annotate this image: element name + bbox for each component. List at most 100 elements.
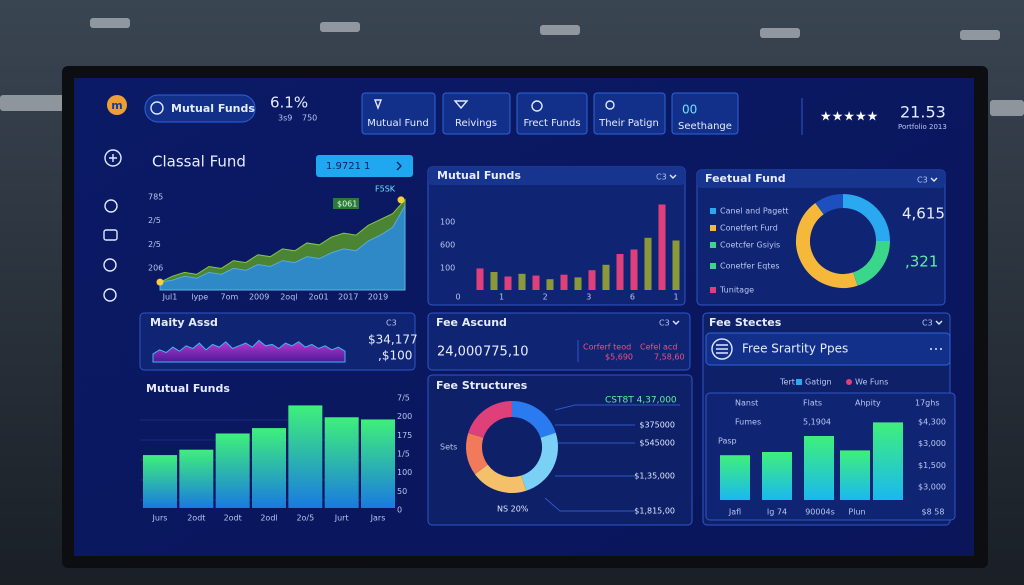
x-tick-label: 7om	[221, 293, 239, 302]
donut-segment	[852, 240, 890, 286]
y-tick-label: 2/5	[148, 216, 161, 225]
title-pill[interactable]	[144, 94, 256, 123]
nav-button[interactable]	[671, 92, 739, 135]
donut-segment	[796, 203, 858, 288]
y-tick-label: 7/5	[397, 394, 410, 403]
legend-item: Tert	[779, 378, 795, 387]
side-label: Sets	[440, 443, 457, 452]
y-tick-label: $4,300	[918, 418, 946, 427]
input-count: 1	[364, 161, 370, 172]
bar	[361, 419, 395, 508]
amount: $1,815,00	[634, 507, 675, 516]
header-title: Mutual Funds	[171, 102, 255, 115]
nav-icon	[373, 99, 383, 110]
area	[152, 339, 346, 363]
bar	[179, 449, 214, 508]
sidebar-icon[interactable]	[103, 229, 118, 241]
bar	[762, 452, 792, 500]
end-dot	[156, 278, 164, 286]
row-label: Pasp	[718, 437, 737, 446]
tag-value: $5,690	[605, 353, 633, 362]
x-tick-label: 0	[455, 293, 460, 302]
x-tick-label: 1	[673, 293, 678, 302]
legend-item: Tunitage	[719, 286, 754, 295]
bar	[720, 455, 750, 500]
stat: 775,10	[483, 345, 529, 360]
pill-icon	[150, 101, 164, 115]
x-tick-label: $8 58	[922, 508, 945, 517]
nav-icon	[605, 100, 615, 110]
panel-title: Fee Stectes	[709, 316, 782, 329]
annotation-box	[333, 198, 359, 209]
donut-label: ,321	[905, 253, 938, 271]
sidebar-icon[interactable]	[103, 288, 117, 302]
legend-swatch	[796, 379, 802, 385]
panel-menu[interactable]: C3	[386, 319, 397, 328]
x-tick-label: 1	[499, 293, 504, 302]
donut-segment	[511, 401, 556, 439]
legend-swatch	[710, 242, 716, 248]
menu-caret	[935, 320, 943, 325]
x-tick-label: Jurs	[152, 514, 168, 523]
panel-menu[interactable]: C3	[656, 173, 667, 182]
nav-icon	[531, 100, 543, 112]
x-tick-label: 3	[586, 293, 591, 302]
rating-value: 21.53	[900, 103, 946, 122]
stat: 24,000	[437, 345, 483, 360]
sidebar-icon[interactable]	[104, 149, 122, 167]
x-tick-label: 2odt	[224, 514, 242, 523]
x-tick-label: 2	[543, 293, 548, 302]
nav-button[interactable]	[442, 92, 511, 135]
bar	[616, 254, 624, 290]
top-value: CST8T 4,37,000	[605, 396, 677, 406]
heading-icon	[711, 338, 733, 360]
panel-title: Mutual Funds	[146, 382, 230, 395]
logo	[107, 95, 127, 115]
nav-button[interactable]	[593, 92, 666, 135]
bar	[504, 276, 512, 290]
y-tick-label: 1/5	[397, 450, 410, 459]
donut-segment	[468, 401, 513, 439]
x-tick-label: 2009	[249, 293, 269, 302]
legend-item: Canel and Pagett	[720, 207, 788, 216]
panel-title: Fee Ascund	[436, 316, 507, 329]
panel-menu[interactable]: C3	[922, 319, 933, 328]
sidebar-icon[interactable]	[103, 258, 117, 272]
legend-swatch	[710, 287, 716, 293]
rating-stars: ★★★★★	[820, 110, 878, 125]
panel-header	[428, 167, 685, 185]
logo-text: m	[111, 99, 122, 112]
input-box[interactable]	[316, 155, 413, 177]
column-header: Nanst	[735, 399, 758, 408]
bar	[873, 422, 903, 500]
header-stat-sub: 3s9	[278, 114, 292, 123]
menu-caret	[669, 174, 677, 179]
amount: $34,177	[368, 333, 418, 347]
y-tick-label: $3,000	[918, 483, 946, 492]
nav-button[interactable]	[516, 92, 588, 135]
sidebar	[103, 149, 122, 302]
panel-menu[interactable]: C3	[917, 176, 928, 185]
panel-menu[interactable]: C3	[659, 319, 670, 328]
amount: $545000	[639, 439, 675, 448]
bar	[532, 275, 540, 290]
heading-bar[interactable]	[705, 332, 951, 366]
x-tick-label: Jafl	[728, 508, 741, 517]
input-value: 1.9721	[326, 161, 361, 172]
nav: 00 Mutual Fund Reivings Frect Funds Thei…	[361, 92, 739, 135]
y-tick-label: 100	[440, 264, 455, 273]
y-tick-label: 200	[397, 412, 412, 421]
x-tick-label: Jurt	[334, 514, 349, 523]
x-tick-label: 2odl	[260, 514, 277, 523]
bar	[658, 204, 666, 290]
tag-label: Cefel acd	[640, 343, 677, 352]
legend-item: Coetcfer Gsiyis	[720, 241, 780, 250]
nav-label: Reivings	[455, 118, 497, 129]
bar	[288, 405, 323, 508]
x-tick-label: 2019	[368, 293, 388, 302]
y-tick-label: 100	[440, 218, 455, 227]
nav-label: Seethange	[678, 121, 732, 132]
sidebar-icon[interactable]	[104, 199, 118, 213]
